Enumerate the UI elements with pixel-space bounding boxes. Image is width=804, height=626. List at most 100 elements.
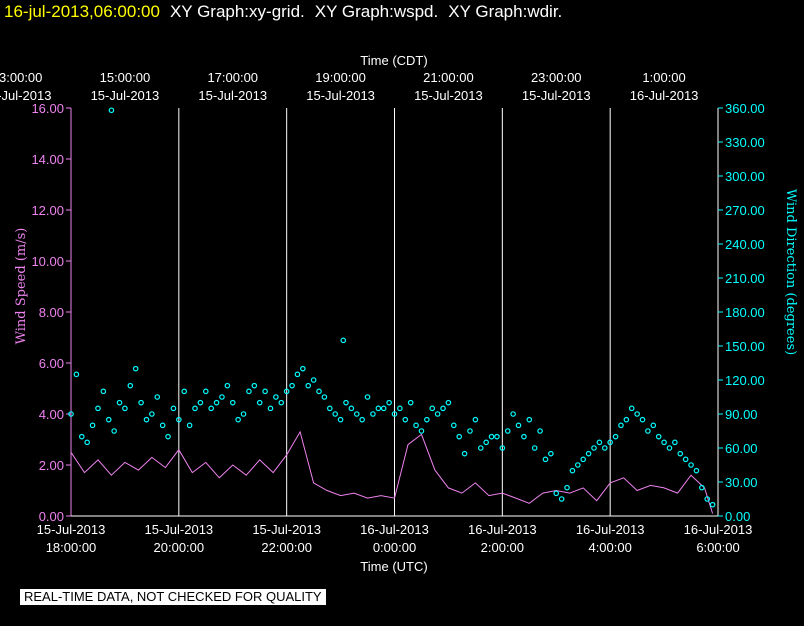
wind-direction-point [655,433,662,440]
left-tick-label: 8.00 [39,305,64,320]
wind-direction-point [213,399,220,406]
wind-direction-point [521,433,527,440]
wind-direction-point [445,399,452,406]
wind-direction-point [273,394,279,400]
wind-direction-point [289,382,295,389]
timestamp: 16-jul-2013,06:00:00 [4,2,160,21]
wind-direction-point [456,433,463,440]
wind-direction-point [537,428,543,434]
wind-direction-point [176,416,182,423]
wind-direction-point [149,411,155,417]
wind-direction-point [310,377,317,383]
wind-direction-point [138,399,144,406]
wind-direction-point [111,428,117,434]
top-tick-time: 23:00:00 [531,70,582,85]
wind-direction-point [181,388,188,395]
wind-direction-point [488,433,495,440]
wind-direction-point [251,382,258,389]
wind-direction-point [154,394,161,400]
wind-direction-point [424,416,430,423]
wind-direction-point [391,411,398,417]
wind-direction-point [321,394,328,400]
top-tick-time: 13:00:00 [0,70,42,85]
wind-direction-point [467,428,473,434]
graph-name-wdir: XY Graph:wdir. [448,2,563,21]
wind-direction-point [434,411,441,417]
bottom-tick-date: 16-Jul-2013 [684,522,753,537]
wind-direction-point [407,399,414,406]
wind-direction-point [105,416,112,423]
wind-direction-point [340,337,347,344]
bottom-tick-date: 15-Jul-2013 [37,522,106,537]
right-tick-label: 60.00 [725,441,758,456]
wind-direction-point [677,450,684,457]
top-tick-time: 19:00:00 [315,70,366,85]
right-tick-label: 270.00 [725,203,765,218]
right-tick-label: 120.00 [725,373,765,388]
wind-direction-point [73,371,80,378]
plot-area: 15-Jul-2013 18:00:00 13:00:00 15-Jul-2013 15… [0,70,765,555]
wind-direction-point [143,416,150,423]
wind-speed-line [70,430,714,514]
bottom-tick-date: 15-Jul-2013 [145,522,214,537]
wind-direction-point [661,439,667,446]
wind-direction-point [548,450,554,457]
wind-direction-point [591,445,597,451]
quality-notice: REAL-TIME DATA, NOT CHECKED FOR QUALITY [20,589,326,605]
wind-direction-point [531,445,538,451]
wind-direction-point [623,416,630,423]
wind-direction-point [386,399,392,406]
wind-direction-point [569,467,576,474]
wind-direction-point [235,416,241,423]
top-tick-date: 16-Jul-2013 [630,88,699,103]
left-tick-label: 4.00 [39,407,64,422]
wind-direction-point [78,433,85,440]
right-axis-title: Wind Direction (degrees) [783,189,798,355]
left-tick-label: 2.00 [39,458,64,473]
wind-direction-point [127,382,134,389]
wind-direction-point [688,462,694,468]
wind-direction-point [618,422,624,429]
wind-direction-point [477,445,484,451]
wind-direction-point [580,456,587,463]
wind-direction-point [353,411,360,417]
wind-direction-point [132,365,139,372]
right-tick-label: 0.00 [725,509,750,524]
top-tick-date: 15-Jul-2013 [306,88,375,103]
header: 16-jul-2013,06:00:00 XY Graph:xy-grid. XY … [4,2,562,22]
wind-direction-point [359,416,365,423]
wind-direction-point [326,405,333,412]
wind-direction-point [337,416,344,423]
wind-direction-point [451,422,457,429]
graph-name-wspd: XY Graph:wspd. [314,2,439,21]
right-tick-label: 210.00 [725,271,765,286]
left-tick-label: 10.00 [31,254,64,269]
right-tick-label: 240.00 [725,237,765,252]
wind-direction-point [564,484,570,491]
right-tick-label: 150.00 [725,339,765,354]
bottom-tick-time: 22:00:00 [261,540,312,555]
wind-direction-point [229,399,236,406]
wind-direction-point [332,411,338,417]
wind-direction-point [585,450,592,457]
left-tick-label: 12.00 [31,203,64,218]
bottom-tick-date: 16-Jul-2013 [576,522,645,537]
wind-direction-point [68,411,74,417]
wind-direction-point [515,422,522,429]
left-tick-label: 16.00 [31,101,64,116]
wind-direction-point [186,422,193,429]
wind-direction-point [526,416,533,423]
wind-direction-point [375,405,382,412]
wind-direction-point [278,399,285,406]
wind-direction-point [89,422,96,429]
top-tick-time: 17:00:00 [207,70,258,85]
wind-direction-point [558,496,565,502]
bottom-tick-time: 0:00:00 [373,540,416,555]
wind-direction-point [596,439,603,446]
wind-direction-point [100,388,107,395]
wind-direction-point [219,394,225,400]
bottom-tick-time: 6:00:00 [696,540,739,555]
wind-direction-point [246,388,252,395]
left-tick-label: 6.00 [39,356,64,371]
wind-direction-point [601,445,608,451]
